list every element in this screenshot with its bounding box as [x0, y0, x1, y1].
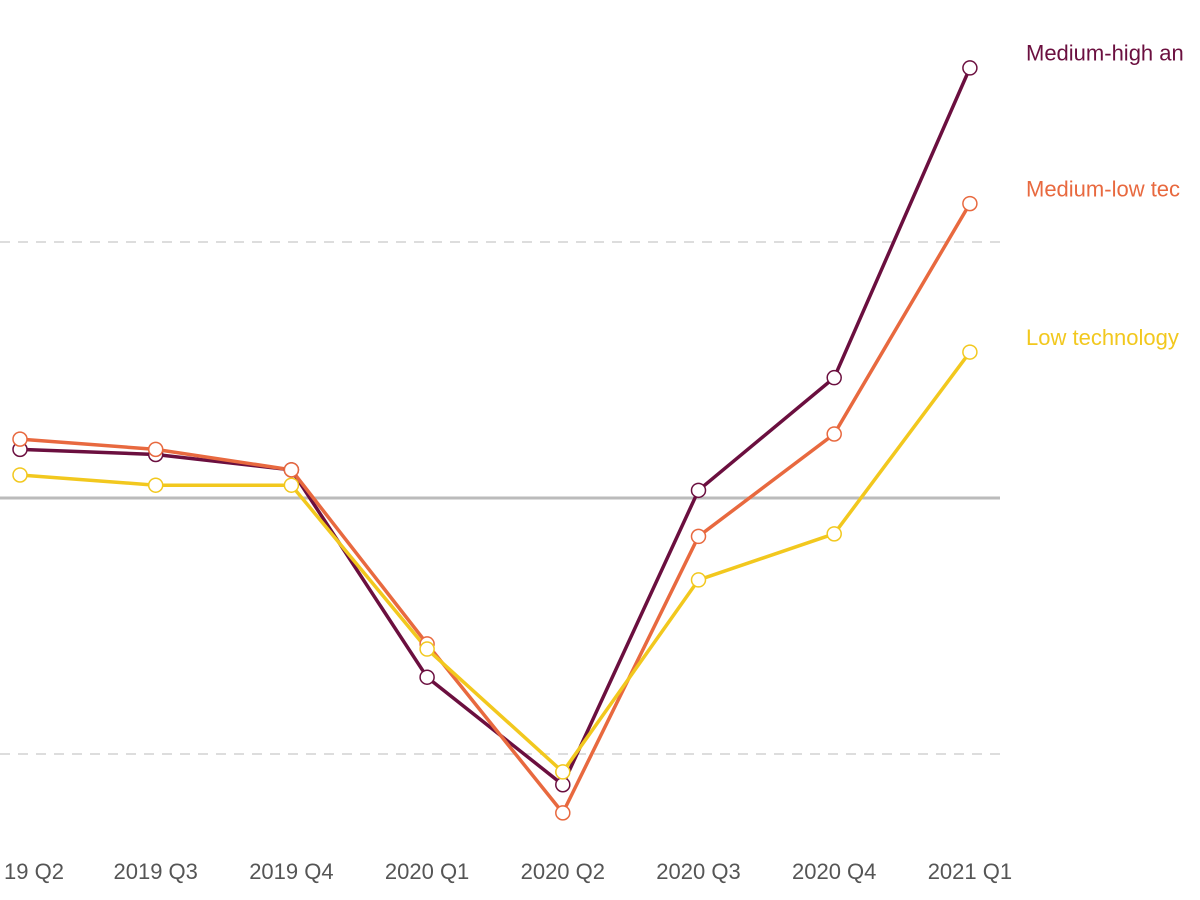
series-line — [19, 67, 972, 787]
point — [12, 467, 28, 483]
point — [826, 426, 842, 442]
point — [283, 462, 300, 478]
point — [147, 477, 164, 493]
point — [419, 669, 435, 685]
x-tick-label: 2021 Q1 — [928, 859, 1012, 884]
point — [419, 641, 435, 657]
x-tick-label: 2020 Q4 — [792, 859, 876, 884]
point — [147, 441, 164, 458]
x-tick-label: 2020 Q1 — [385, 859, 469, 884]
legend-label: Medium-low tec — [1026, 176, 1180, 201]
legend-label: Low technology — [1026, 325, 1179, 350]
point — [826, 369, 842, 386]
point — [962, 344, 978, 360]
series-line — [19, 351, 972, 774]
legend-label: Medium-high an — [1026, 41, 1184, 66]
point — [962, 195, 978, 212]
x-tick-label: 2019 Q4 — [249, 859, 333, 884]
point — [962, 60, 978, 76]
point — [690, 482, 707, 499]
point — [690, 572, 707, 588]
x-tick-label: 2020 Q3 — [656, 859, 740, 884]
point — [555, 764, 571, 780]
x-tick-label: 2019 Q3 — [113, 859, 197, 884]
point — [283, 477, 300, 493]
point — [690, 528, 707, 545]
point — [555, 805, 571, 821]
x-tick-label: 2020 Q2 — [521, 859, 605, 884]
point — [555, 776, 571, 793]
point — [826, 526, 842, 542]
point — [12, 431, 28, 447]
series-line — [19, 202, 972, 815]
x-tick-label: 19 Q2 — [4, 859, 64, 884]
